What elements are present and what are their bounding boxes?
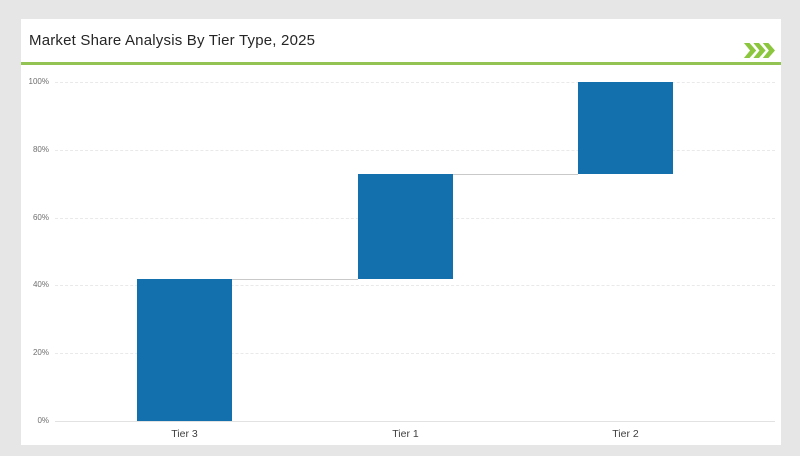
bar-tier-3 [137, 278, 232, 421]
x-axis-tick-label: Tier 3 [171, 428, 198, 440]
gridline-100% [55, 82, 775, 83]
chart-header: Market Share Analysis By Tier Type, 2025 [21, 19, 781, 62]
y-axis-tick-label: 0% [37, 416, 49, 425]
gridline-0% [55, 421, 775, 422]
y-axis-tick-label: 60% [32, 212, 49, 222]
gridline-20% [55, 353, 775, 355]
x-axis-tick-label: Tier 1 [392, 428, 419, 440]
waterfall-connector-line [453, 173, 578, 175]
y-axis-tick-label: 100% [28, 77, 49, 86]
waterfall-connector-line [232, 278, 358, 280]
triple-chevron-right-icon [743, 42, 775, 59]
bar-tier-1 [358, 173, 453, 279]
waterfall-chart-plot-area: 0% 20% 40% 60% 80% 100% Tier 3 Tier 1 Tier 2 [29, 77, 775, 440]
report-card: Market Share Analysis By Tier Type, 2025… [21, 19, 781, 445]
y-axis-tick-label: 20% [32, 348, 49, 358]
bar-tier-2 [578, 82, 673, 174]
y-axis-tick-label: 80% [32, 144, 49, 154]
y-axis-tick-label: 40% [32, 280, 49, 290]
gridline-40% [55, 285, 775, 287]
title-underline [21, 62, 781, 65]
x-axis-tick-label: Tier 2 [612, 428, 639, 440]
gridline-80% [55, 149, 775, 151]
chart-title: Market Share Analysis By Tier Type, 2025 [29, 32, 316, 49]
